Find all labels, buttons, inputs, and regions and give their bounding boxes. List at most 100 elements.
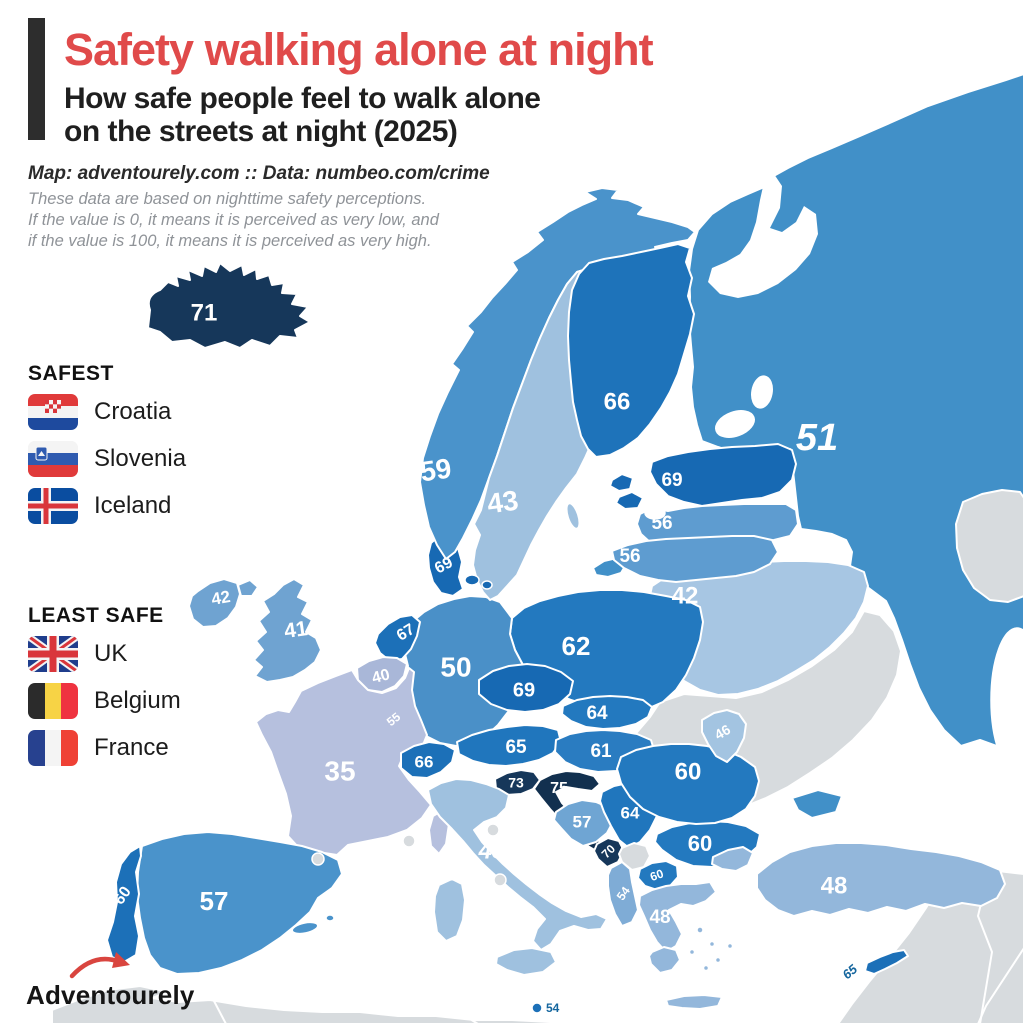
netherlands-region bbox=[374, 614, 421, 662]
ireland-region bbox=[188, 578, 241, 628]
aegean-island bbox=[714, 956, 722, 964]
page-title: Safety walking alone at night bbox=[64, 24, 654, 75]
methodology-note-line3: if the value is 100, it means it is perc… bbox=[28, 232, 432, 250]
aegean-island bbox=[708, 940, 716, 948]
spain-region bbox=[136, 831, 343, 975]
slovenia-value-label: 73 bbox=[508, 775, 524, 791]
germany-value-label: 50 bbox=[440, 651, 471, 682]
spain-value-label: 57 bbox=[200, 886, 229, 916]
iceland-flag-icon bbox=[28, 488, 78, 524]
moldova-region bbox=[701, 709, 747, 763]
greece-region bbox=[638, 881, 717, 953]
france-flag-icon bbox=[28, 730, 78, 766]
turkey-value-label: 48 bbox=[821, 872, 848, 899]
greece-region bbox=[648, 946, 681, 974]
iceland-region bbox=[147, 262, 311, 349]
legend-label: Belgium bbox=[94, 687, 181, 714]
brand-logo-text: Adventourely bbox=[26, 980, 195, 1010]
legend-label: France bbox=[94, 734, 169, 761]
balearic-islands bbox=[291, 921, 319, 935]
legend-label: UK bbox=[94, 640, 128, 667]
russia-value-label: 51 bbox=[796, 417, 838, 459]
iceland-value-label: 71 bbox=[191, 299, 218, 326]
malta-region bbox=[531, 1002, 543, 1014]
methodology-note-line1: These data are based on nighttime safety… bbox=[28, 190, 427, 208]
middle-east-border bbox=[977, 947, 1024, 1024]
lithuania-region bbox=[611, 535, 779, 583]
romania-value-label: 60 bbox=[675, 758, 702, 785]
safest-heading: SAFEST bbox=[28, 362, 114, 385]
legend-item-belgium: Belgium bbox=[28, 683, 181, 719]
north-africa-border bbox=[213, 1000, 227, 1024]
malta-value-label: 54 bbox=[546, 1001, 560, 1015]
least-safe-heading: LEAST SAFE bbox=[28, 604, 164, 627]
poland-value-label: 62 bbox=[562, 631, 591, 661]
san-marino-dot bbox=[486, 823, 500, 837]
france-value-label: 35 bbox=[324, 755, 355, 786]
latvia-value-label: 56 bbox=[651, 513, 672, 534]
legend-item-slovenia: Slovenia bbox=[28, 441, 186, 477]
estonia-region bbox=[615, 491, 644, 510]
bosnia-region bbox=[553, 799, 615, 847]
italy-value-label: 43 bbox=[478, 837, 506, 864]
serbia-value-label: 64 bbox=[621, 803, 640, 822]
italy-region bbox=[495, 947, 557, 976]
aegean-island bbox=[702, 964, 710, 972]
cyprus-value-label: 65 bbox=[839, 961, 860, 982]
lake-onega bbox=[751, 375, 773, 409]
sweden-value-label: 43 bbox=[485, 484, 520, 519]
romania-region bbox=[616, 743, 760, 825]
slovenia-flag-icon bbox=[28, 441, 78, 477]
aegean-island bbox=[688, 948, 696, 956]
lake-ladoga bbox=[715, 410, 755, 438]
logo-arrow-icon bbox=[69, 952, 130, 979]
legend-label: Slovenia bbox=[94, 445, 187, 472]
page-subtitle-line1: How safe people feel to walk alone bbox=[64, 82, 541, 115]
crimea-region bbox=[791, 789, 843, 819]
netherlands-value-label: 67 bbox=[394, 621, 418, 645]
turkey-region bbox=[756, 842, 1006, 917]
aegean-island bbox=[696, 926, 704, 934]
title-accent-bar bbox=[28, 18, 45, 140]
gotland-island bbox=[566, 502, 580, 530]
denmark-value-label: 69 bbox=[432, 554, 456, 577]
turkey-region bbox=[711, 846, 754, 872]
caspian-sea bbox=[990, 627, 1024, 773]
greece-region bbox=[665, 994, 723, 1010]
andorra-dot bbox=[311, 852, 325, 866]
white-sea bbox=[708, 168, 818, 298]
switzerland-region bbox=[400, 741, 456, 779]
n-macedonia-value-label: 60 bbox=[648, 866, 666, 884]
croatia-flag-icon bbox=[28, 394, 78, 430]
legend-item-uk: UK bbox=[28, 636, 127, 672]
switzerland-value-label: 66 bbox=[415, 752, 434, 771]
legend-label: Iceland bbox=[94, 492, 172, 519]
legend-item-france: France bbox=[28, 730, 169, 766]
bulgaria-value-label: 60 bbox=[688, 831, 712, 856]
denmark-islands bbox=[481, 580, 493, 590]
norway-value-label: 59 bbox=[418, 452, 453, 487]
uk-flag-icon bbox=[28, 636, 78, 672]
estonia-value-label: 69 bbox=[661, 470, 682, 491]
moldova-value-label: 46 bbox=[712, 721, 734, 743]
greece-value-label: 48 bbox=[649, 907, 670, 928]
legend-item-iceland: Iceland bbox=[28, 488, 171, 524]
uk-region bbox=[253, 578, 322, 683]
cyprus-region bbox=[864, 949, 909, 975]
belgium-value-label: 40 bbox=[370, 666, 392, 687]
uk-region bbox=[237, 579, 259, 597]
finland-region bbox=[567, 243, 695, 458]
vatican-dot bbox=[493, 873, 507, 887]
italy-region bbox=[427, 778, 608, 951]
czechia-region bbox=[478, 663, 574, 713]
estonia-region bbox=[649, 443, 797, 507]
page-subtitle-line2: on the streets at night (2025) bbox=[64, 115, 458, 148]
czechia-value-label: 69 bbox=[513, 679, 535, 701]
legend-label: Croatia bbox=[94, 398, 172, 425]
estonia-region bbox=[609, 473, 634, 492]
north-africa-region bbox=[51, 985, 589, 1024]
lithuania-value-label: 56 bbox=[619, 546, 640, 567]
methodology-note-line2: If the value is 0, it means it is percei… bbox=[28, 211, 439, 229]
